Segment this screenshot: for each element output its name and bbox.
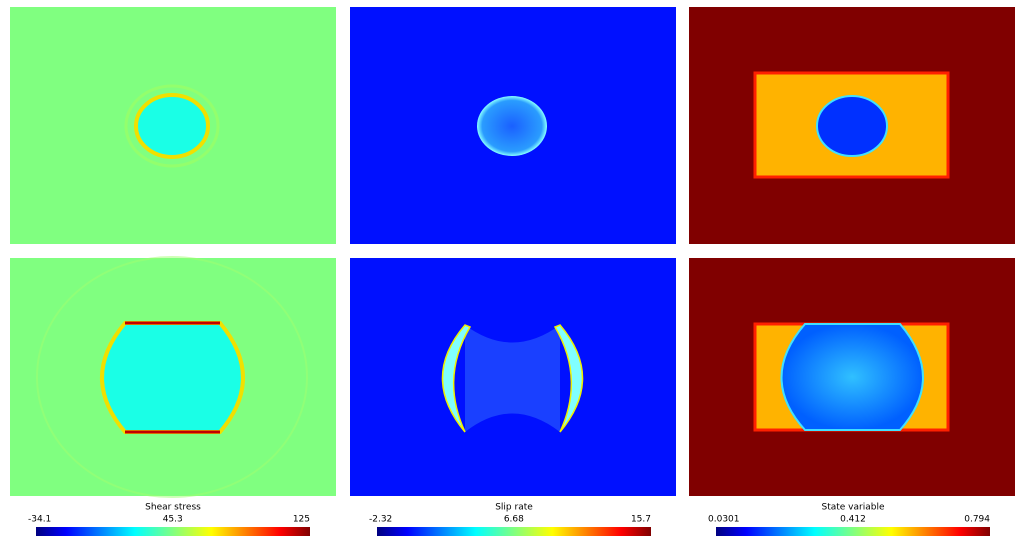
colorbar-title: Slip rate — [495, 503, 533, 513]
colorbar-title: State variable — [822, 503, 885, 513]
colorbars: Shear stress -34.1 45.3 125 Slip rate -2.32 6.… — [28, 503, 990, 536]
rupture-patch — [477, 96, 547, 156]
colorbar-tick-label: 15.7 — [631, 515, 651, 525]
colorbar-tick-label: -34.1 — [28, 515, 51, 525]
colorbar — [36, 527, 310, 536]
rupture-front — [441, 324, 472, 433]
slip-interior — [465, 325, 560, 432]
colorbar-tick-label: 0.0301 — [708, 515, 740, 525]
rupture-patch — [100, 321, 245, 434]
colorbar-tick-label: 6.68 — [504, 515, 524, 525]
rupture-front — [553, 324, 584, 433]
colorbar-title: Shear stress — [145, 503, 201, 513]
rupture-patch — [816, 95, 888, 157]
colorbar-tick-label: 125 — [293, 515, 310, 525]
rupture-patch — [134, 93, 210, 159]
wave-ring — [124, 84, 220, 168]
colorbar — [377, 527, 651, 536]
wave-ring — [36, 256, 308, 498]
colorbar — [716, 527, 990, 536]
colorbar-tick-label: 0.794 — [964, 515, 990, 525]
colorbar-tick-label: -2.32 — [369, 515, 392, 525]
colorbar-tick-label: 0.412 — [840, 515, 866, 525]
rupture-patch — [780, 323, 924, 431]
colorbar-tick-label: 45.3 — [163, 515, 183, 525]
